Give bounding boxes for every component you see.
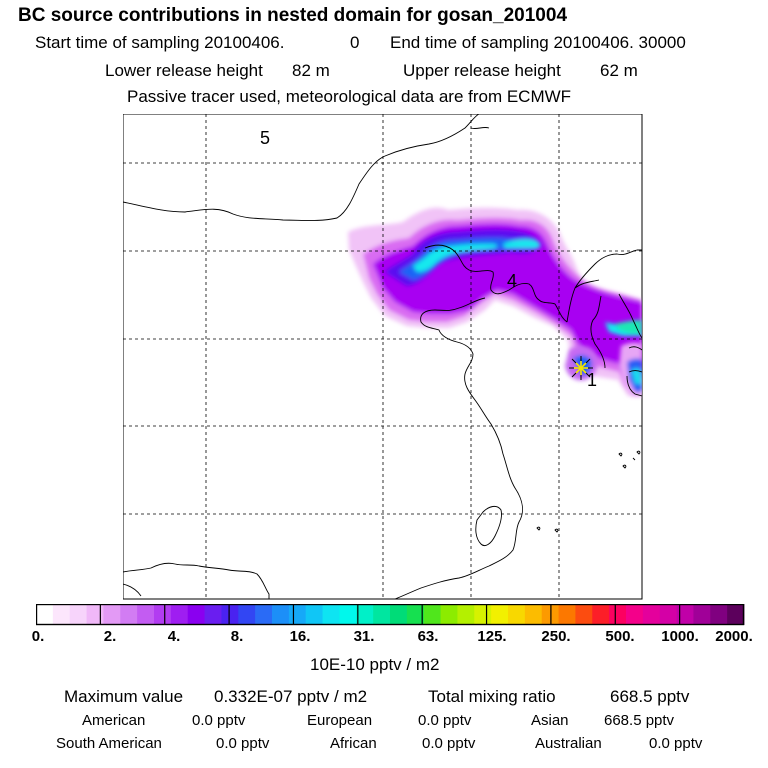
region-name: American (82, 712, 146, 729)
colorbar-tick: 2. (103, 628, 117, 645)
lower-release-label: Lower release height (105, 61, 263, 80)
max-value: 0.332E-07 pptv / m2 (214, 687, 368, 706)
colorbar-cell (288, 604, 307, 625)
colorbar-cell (727, 604, 745, 625)
region-value: 0.0 pptv (418, 712, 472, 729)
colorbar-cell (710, 604, 728, 625)
colorbar-cell (255, 604, 273, 625)
colorbar-cell (558, 604, 576, 625)
map-panel: 5 4 1 (123, 114, 643, 600)
colorbar-cell (524, 604, 543, 625)
colorbar-cell (103, 604, 121, 625)
colorbar-tick: 4. (167, 628, 181, 645)
colorbar-cell (204, 604, 222, 625)
colorbar-cell (120, 604, 138, 625)
colorbar-cell (676, 604, 694, 625)
colorbar-tick: 250. (541, 628, 571, 645)
map-label-1: 1 (587, 370, 597, 390)
upper-release-label: Upper release height (403, 61, 561, 80)
coastline-bohai (394, 244, 568, 599)
map-frame (123, 114, 643, 600)
colorbar-cell (305, 604, 323, 625)
colorbar-cell (322, 604, 340, 625)
colorbar-cell (69, 604, 87, 625)
colorbar (36, 604, 745, 626)
tracer-note: Passive tracer used, meteorological data… (127, 87, 572, 106)
end-time-label: End time of sampling 20100406. 30000 (390, 33, 686, 52)
colorbar-cell (137, 604, 155, 625)
colorbar-tick: 63. (417, 628, 439, 645)
coastline-taiwan (475, 505, 502, 547)
colorbar-cell (440, 604, 458, 625)
lower-release-value: 82 m (292, 61, 330, 80)
colorbar-cell (86, 604, 104, 625)
colorbar-cell (52, 604, 71, 625)
colorbar-cell (575, 604, 593, 625)
colorbar-tick: 8. (230, 628, 244, 645)
colorbar-cell (356, 604, 374, 625)
plume-teal (615, 320, 642, 334)
colorbar-cell (423, 604, 441, 625)
plume-site-blue (573, 355, 592, 376)
coastline-japan (626, 346, 642, 397)
colorbar-tick: 16. (289, 628, 311, 645)
colorbar-tick: 0. (31, 628, 45, 645)
max-value-label: Maximum value (64, 687, 184, 706)
colorbar-cell (154, 604, 172, 625)
region-name: Australian (535, 735, 602, 752)
total-mixing-value: 668.5 pptv (610, 687, 690, 706)
coastline-korea (566, 249, 642, 369)
start-time-value: 0 (350, 33, 360, 52)
colorbar-cell (221, 604, 239, 625)
colorbar-cell (626, 604, 644, 625)
colorbar-cell (642, 604, 661, 625)
region-value: 0.0 pptv (422, 735, 476, 752)
lat-lon-grid (123, 114, 642, 599)
colorbar-cell (659, 604, 677, 625)
colorbar-cell (491, 604, 509, 625)
map-label-4: 4 (507, 271, 517, 291)
colorbar-tick: 2000. (715, 628, 753, 645)
colorbar-cell (693, 604, 711, 625)
coastline (123, 114, 642, 599)
colorbar-cell (457, 604, 475, 625)
region-name: Asian (531, 712, 569, 729)
colorbar-cell (373, 604, 391, 625)
total-mixing-label: Total mixing ratio (428, 687, 556, 706)
region-value: 0.0 pptv (649, 735, 703, 752)
region-name: African (330, 735, 377, 752)
colorbar-cell (406, 604, 425, 625)
colorbar-tick: 31. (353, 628, 375, 645)
plume-region (348, 207, 642, 396)
colorbar-tick: 500. (605, 628, 635, 645)
region-name: European (307, 712, 373, 729)
colorbar-cell (390, 604, 408, 625)
region-name: South American (56, 735, 162, 752)
colorbar-cell (170, 604, 189, 625)
coastline-islands (536, 450, 641, 533)
plume-east-cyan (631, 368, 642, 384)
colorbar-cell (508, 604, 526, 625)
coastline-north (123, 114, 490, 221)
colorbar-tick: 1000. (661, 628, 699, 645)
coastline-south (123, 562, 270, 599)
figure-title: BC source contributions in nested domain… (18, 5, 568, 26)
star-marker-icon (569, 356, 593, 380)
upper-release-value: 62 m (600, 61, 638, 80)
colorbar-cell (187, 604, 205, 625)
colorbar-tick: 125. (477, 628, 507, 645)
colorbar-cell (238, 604, 256, 625)
colorbar-cell (609, 604, 627, 625)
region-value: 668.5 pptv (604, 712, 675, 729)
colorbar-cell (592, 604, 610, 625)
colorbar-cell (36, 604, 54, 625)
start-time-label: Start time of sampling 20100406. (35, 33, 285, 52)
colorbar-cell (339, 604, 357, 625)
map-label-5: 5 (260, 128, 270, 148)
region-value: 0.0 pptv (216, 735, 270, 752)
colorbar-unit: 10E-10 pptv / m2 (310, 655, 440, 674)
colorbar-cell (272, 604, 290, 625)
colorbar-cell (474, 604, 492, 625)
region-value: 0.0 pptv (192, 712, 246, 729)
